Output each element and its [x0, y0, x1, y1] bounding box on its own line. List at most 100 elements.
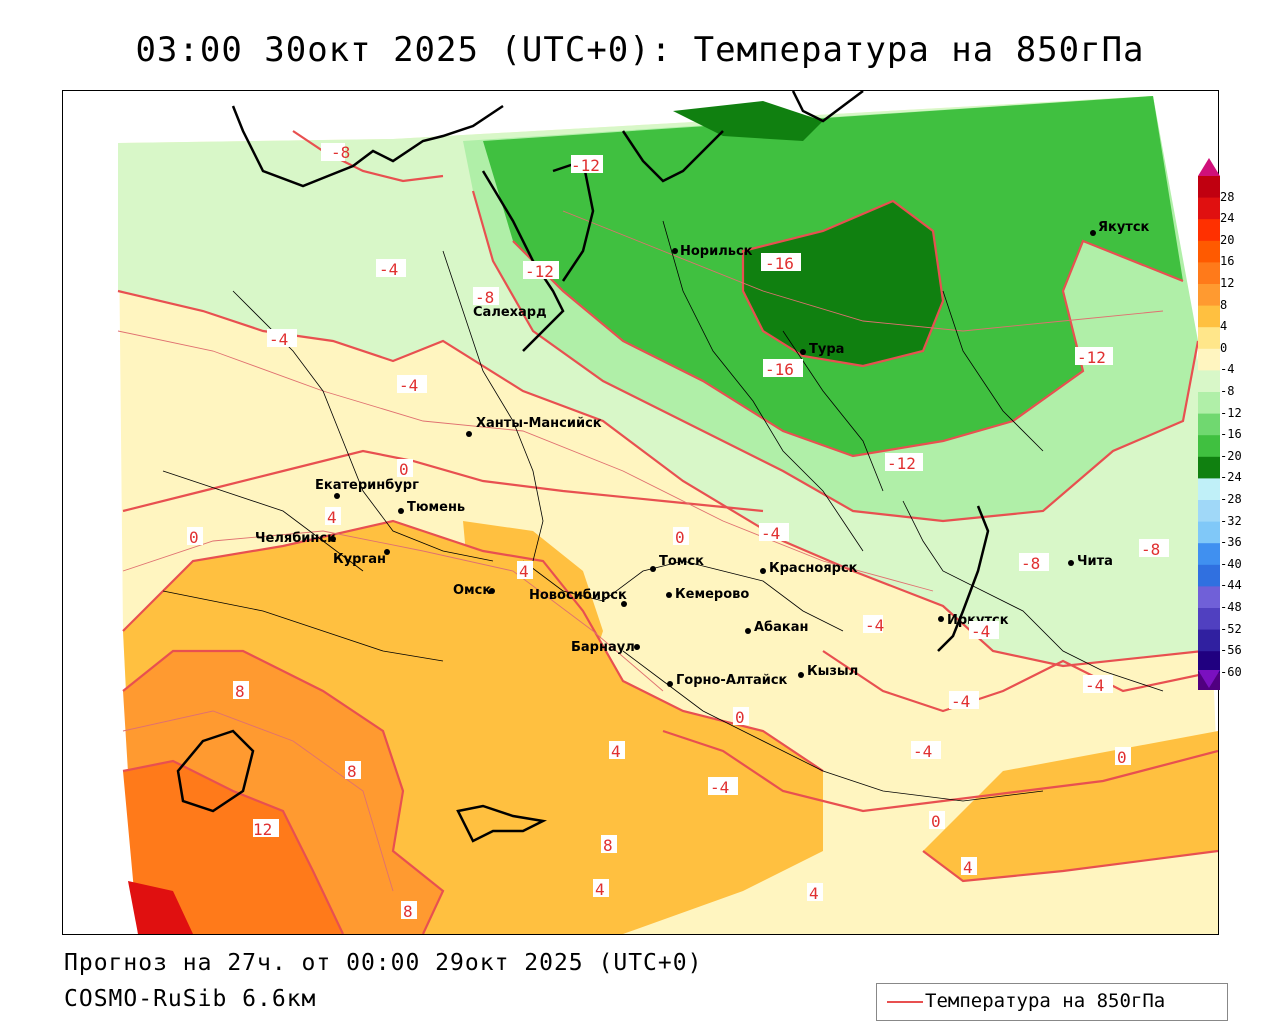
color-scale-swatch	[1198, 564, 1220, 587]
city-salekhard: Салехард	[473, 305, 547, 320]
color-scale-tick-label: -40	[1220, 556, 1242, 571]
svg-text:8: 8	[403, 902, 413, 921]
contour-value-labels: -8 -12 -4 -12 -8 -16 -4 -16 -12 -4 -12 0…	[187, 143, 1169, 921]
forecast-info: Прогноз на 27ч. от 00:00 29окт 2025 (UTC…	[64, 950, 703, 976]
color-scale-swatch	[1198, 176, 1220, 199]
svg-text:-4: -4	[951, 692, 970, 711]
svg-text:8: 8	[603, 836, 613, 855]
contour-label: 4	[609, 741, 625, 761]
model-name: COSMO-RuSib 6.6км	[64, 986, 317, 1012]
color-scale-bottom-arrow	[1198, 670, 1220, 688]
svg-text:-16: -16	[765, 360, 794, 379]
color-scale-swatch	[1198, 240, 1220, 263]
contour-label: -4	[708, 777, 738, 797]
svg-text:-12: -12	[887, 454, 916, 473]
svg-text:-12: -12	[525, 262, 554, 281]
city-kyzyl: Кызыл	[807, 664, 858, 679]
contour-label: -4	[949, 691, 979, 711]
contour-label: 0	[733, 707, 749, 727]
city-kurgan: Курган	[333, 552, 386, 567]
color-scale-swatch	[1198, 500, 1220, 523]
svg-text:0: 0	[189, 528, 199, 547]
color-scale-tick-label: -52	[1220, 621, 1242, 636]
contour-label: 4	[517, 561, 533, 581]
contour-label: -4	[969, 621, 999, 641]
color-scale-tick-label: -28	[1220, 492, 1242, 506]
contour-label: 8	[345, 761, 361, 781]
contour-label: 12	[253, 819, 279, 839]
contour-label: -4	[267, 329, 297, 349]
color-scale-swatch	[1198, 370, 1220, 393]
zone-plus12	[123, 761, 343, 934]
color-scale-tick-label: -12	[1220, 405, 1242, 420]
legend-box: Температура на 850гПа	[876, 983, 1228, 1021]
color-scale-swatch	[1198, 521, 1220, 544]
color-scale-tick-label: -8	[1220, 384, 1235, 398]
svg-text:-12: -12	[571, 156, 600, 175]
color-scale-tick-label: -20	[1220, 448, 1242, 463]
legend-line-swatch	[887, 1001, 923, 1003]
svg-text:8: 8	[347, 762, 357, 781]
contour-label: 8	[601, 835, 617, 855]
svg-text:-4: -4	[971, 622, 990, 641]
color-scale-swatch	[1198, 456, 1220, 479]
city-yakutsk: Якутск	[1098, 220, 1150, 235]
city-dots	[330, 230, 1096, 687]
color-scale-tick-label: 16	[1220, 254, 1235, 269]
svg-text:-8: -8	[1021, 554, 1040, 573]
svg-text:-4: -4	[710, 778, 729, 797]
color-scale-swatch	[1198, 327, 1220, 350]
contour-label: -16	[761, 253, 801, 273]
color-scale-swatch	[1198, 543, 1220, 566]
color-scale-tick-label: -56	[1220, 643, 1242, 658]
color-scale-bar	[1198, 158, 1220, 690]
svg-text:4: 4	[809, 884, 819, 903]
city-norilsk: Норильск	[680, 244, 753, 259]
city-krasnoyarsk: Красноярск	[769, 561, 858, 576]
contour-label: 4	[593, 879, 609, 899]
color-scale-top-arrow	[1198, 158, 1220, 176]
svg-text:-16: -16	[765, 254, 794, 273]
contour-label: -16	[763, 359, 803, 379]
color-scale-tick-label: 20	[1220, 232, 1235, 247]
contour-label: -8	[1019, 553, 1049, 573]
svg-text:-4: -4	[913, 742, 932, 761]
color-scale-tick-label: 12	[1220, 276, 1235, 290]
svg-text:4: 4	[595, 880, 605, 899]
svg-text:8: 8	[235, 682, 245, 701]
color-scale-swatch	[1198, 305, 1220, 328]
contour-label: 0	[187, 527, 203, 547]
contour-label: -12	[885, 453, 923, 473]
color-scale-swatch	[1198, 629, 1220, 652]
color-scale-swatch	[1198, 478, 1220, 501]
color-scale-swatch	[1198, 435, 1220, 458]
contour-label: 4	[961, 857, 977, 877]
svg-text:4: 4	[327, 508, 337, 527]
contour-label: 0	[929, 811, 945, 831]
color-scale-tick-label: -36	[1220, 535, 1242, 550]
contour-label: -4	[863, 615, 884, 635]
color-scale-swatch	[1198, 197, 1220, 220]
color-scale-tick-label: 24	[1220, 211, 1235, 226]
contour-label: -4	[376, 259, 406, 279]
color-scale-tick-label: -44	[1220, 578, 1242, 593]
city-kemerovo: Кемерово	[675, 587, 749, 602]
city-omsk: Омск	[453, 583, 491, 598]
svg-text:4: 4	[611, 742, 621, 761]
svg-text:-8: -8	[331, 143, 350, 162]
svg-text:-4: -4	[399, 376, 418, 395]
color-scale-tick-label: 4	[1220, 319, 1228, 334]
contour-label: 8	[233, 681, 249, 701]
color-scale-tick-label: 0	[1220, 340, 1228, 355]
legend-label: Температура на 850гПа	[925, 990, 1166, 1012]
contour-label: 0	[1115, 747, 1131, 767]
svg-text:0: 0	[399, 460, 409, 479]
coastlines	[176, 90, 990, 843]
color-scale-swatch	[1198, 651, 1220, 674]
color-scale-tick-label: -60	[1220, 664, 1242, 679]
map-panel: Норильск Якутск Салехард Тура Ханты-Манс…	[62, 90, 1223, 935]
color-scale-swatch	[1198, 262, 1220, 285]
svg-text:-4: -4	[269, 330, 288, 349]
contour-label: -12	[571, 155, 603, 175]
svg-text:0: 0	[931, 812, 941, 831]
